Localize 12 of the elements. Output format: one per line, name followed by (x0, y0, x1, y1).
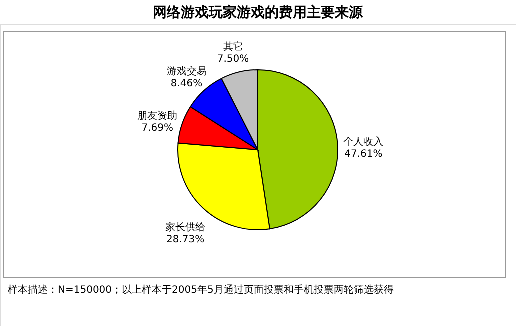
data-label: 8.46% (170, 78, 203, 90)
slice-label: 游戏交易 (166, 66, 207, 78)
slice-label: 个人收入 (344, 136, 384, 148)
text: 样本描述：N=150000；以上样本于2005年5月通过页面投票和手机投票两轮筛选获得 (8, 284, 394, 296)
data-label: 47.61% (344, 149, 383, 160)
data-label: 7.50% (217, 54, 250, 65)
data-label: 7.69% (142, 123, 174, 134)
data-label: 28.73% (166, 234, 205, 246)
slice-label: 朋友资助 (138, 110, 178, 122)
slice-label: 家长供给 (166, 221, 206, 234)
slice-label: 其它 (223, 40, 244, 53)
chart-title: 网络游戏玩家游戏的费用主要来源 (153, 4, 364, 21)
